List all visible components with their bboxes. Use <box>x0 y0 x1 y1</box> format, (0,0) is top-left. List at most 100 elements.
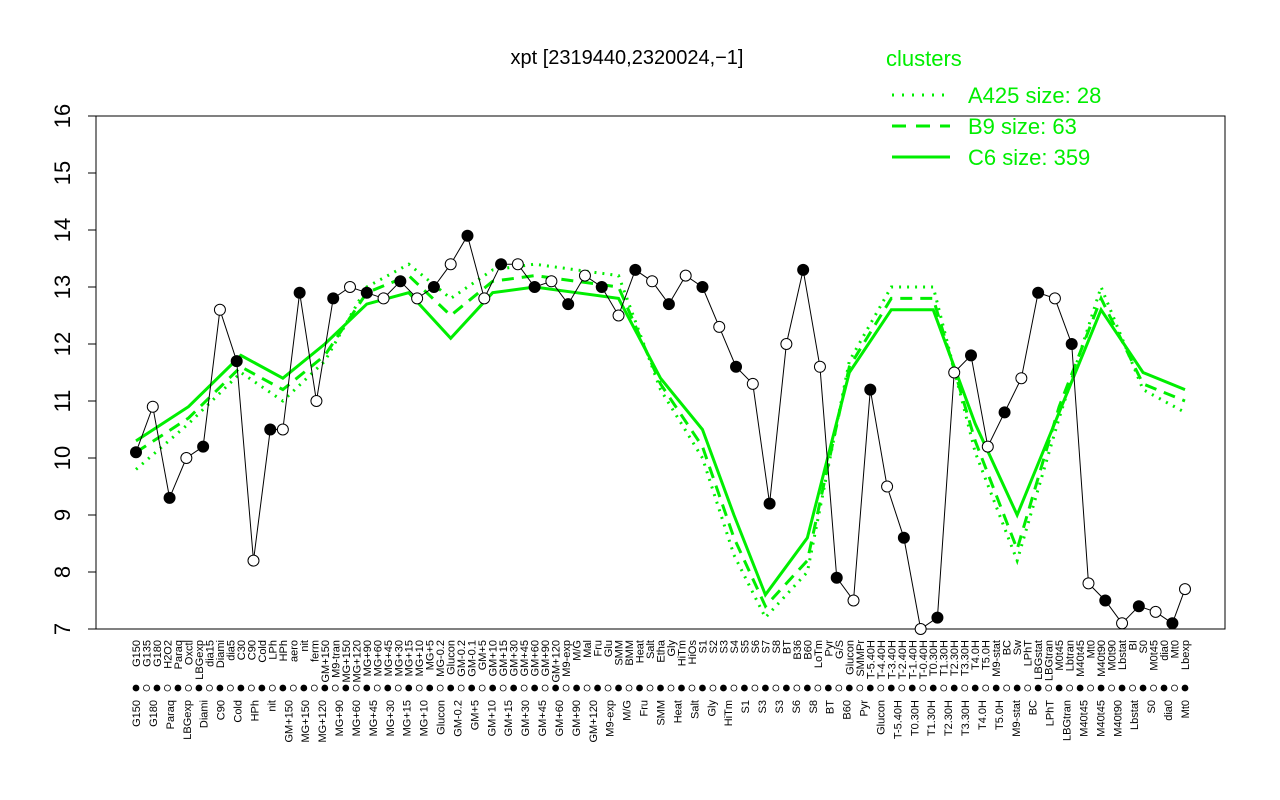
x-tick-label: dia0 <box>1163 700 1175 721</box>
x-tick-label: LPh <box>267 640 279 660</box>
condition-marker <box>300 684 308 692</box>
x-tick-label: Mt0 <box>1170 640 1182 658</box>
data-point <box>327 292 340 305</box>
data-point <box>264 423 277 436</box>
condition-marker <box>1024 684 1032 692</box>
x-tick-label: GM+120 <box>551 640 563 683</box>
condition-marker <box>185 684 192 692</box>
x-tick-label: M/G <box>622 700 634 721</box>
y-tick-label: 13 <box>50 275 75 299</box>
x-tick-label: SMM <box>656 700 668 726</box>
legend-label-b9: B9 size: 63 <box>968 114 1077 139</box>
x-tick-label: M9-stat <box>1011 700 1023 737</box>
x-tick-label: S3 <box>718 640 730 653</box>
x-tick-label: S1 <box>740 700 752 713</box>
x-tick-label: Pyr <box>823 640 835 657</box>
data-point <box>578 269 591 282</box>
x-tick-label: GM+150 <box>283 700 295 743</box>
x-tick-label: MG+120 <box>317 700 329 743</box>
data-point <box>411 292 424 305</box>
x-tick-label: Heat <box>672 700 684 723</box>
condition-marker <box>499 684 507 692</box>
y-tick-label: 8 <box>50 566 75 578</box>
x-tick-label: MG+45 <box>383 640 395 676</box>
data-point <box>427 281 440 293</box>
x-tick-label: LBGexp <box>194 640 206 680</box>
data-point <box>629 263 642 276</box>
x-tick-label: M/G <box>572 640 584 661</box>
x-tick-label: M0t45 <box>1149 640 1161 671</box>
data-point <box>1116 617 1129 630</box>
condition-marker <box>1150 684 1157 692</box>
condition-marker <box>1066 684 1074 692</box>
data-point <box>1048 292 1061 305</box>
x-tick-label: M40t90 <box>1112 700 1124 737</box>
condition-marker <box>950 684 958 692</box>
condition-marker <box>1097 684 1105 692</box>
data-point <box>797 263 810 276</box>
x-tick-label: Glucon <box>844 640 856 675</box>
x-tick-label: Lbstat <box>1129 700 1141 730</box>
condition-marker <box>730 684 738 692</box>
x-tick-label: G/S <box>834 640 846 659</box>
condition-marker <box>552 684 559 692</box>
data-point <box>180 452 193 464</box>
series-line-dotted <box>135 262 1186 621</box>
data-point <box>360 286 373 299</box>
x-tick-label: dia15 <box>204 640 216 667</box>
data-point <box>247 554 260 567</box>
x-tick-label: G150 <box>131 700 143 727</box>
condition-marker <box>573 684 580 692</box>
condition-marker <box>1139 684 1147 692</box>
data-point <box>197 440 210 453</box>
x-tick-label: T5.0H <box>981 640 993 670</box>
condition-marker <box>195 684 203 692</box>
condition-marker <box>1003 684 1011 692</box>
condition-marker <box>992 684 1000 692</box>
condition-marker <box>289 684 297 692</box>
data-point <box>1082 577 1095 590</box>
x-tick-label: GM+15 <box>503 700 515 736</box>
condition-marker <box>331 684 339 692</box>
condition-marker <box>657 684 664 692</box>
series-layer <box>135 262 1186 621</box>
x-tick-label: GM+45 <box>537 700 549 736</box>
x-tick-label: Heat <box>635 640 647 663</box>
x-tick-label: S8 <box>771 640 783 653</box>
condition-marker <box>352 684 360 692</box>
x-tick-label: MG+90 <box>362 640 374 676</box>
data-point <box>965 349 978 362</box>
x-tick-label: S3 <box>774 700 786 713</box>
condition-marker <box>646 684 654 692</box>
condition-marker <box>751 684 759 692</box>
condition-marker <box>384 684 392 692</box>
data-point <box>1166 617 1179 630</box>
condition-marker <box>489 684 497 692</box>
x-tick-label: M9-exp <box>561 640 573 677</box>
condition-marker <box>447 684 455 692</box>
series-line-dashed <box>135 273 1186 609</box>
condition-marker <box>363 684 371 692</box>
condition-marker <box>216 684 224 692</box>
x-tick-label: Etha <box>656 639 668 663</box>
x-axis: G150G135G180H2O2ParaqOxctlLBGexpdia15Dia… <box>131 639 1192 742</box>
legend: clusters A425 size: 28 B9 size: 63 C6 si… <box>886 46 1101 170</box>
data-point <box>511 258 524 271</box>
condition-marker <box>457 684 465 692</box>
x-tick-label: GM+60 <box>554 700 566 736</box>
x-tick-label: T4.0H <box>970 640 982 670</box>
x-tick-label: G135 <box>141 640 153 667</box>
condition-marker <box>1108 684 1115 692</box>
condition-marker <box>908 684 916 692</box>
x-tick-label: GM+90 <box>540 640 552 676</box>
x-tick-label: S5 <box>739 640 751 653</box>
data-point <box>213 303 226 316</box>
points-layer <box>130 229 1191 635</box>
x-tick-label: Oxctl <box>183 640 195 665</box>
data-point <box>528 281 541 293</box>
data-point <box>730 360 743 373</box>
x-tick-label: MG+60 <box>372 640 384 676</box>
data-point <box>897 531 910 544</box>
condition-marker <box>625 684 633 692</box>
x-tick-label: MG+30 <box>393 640 405 676</box>
